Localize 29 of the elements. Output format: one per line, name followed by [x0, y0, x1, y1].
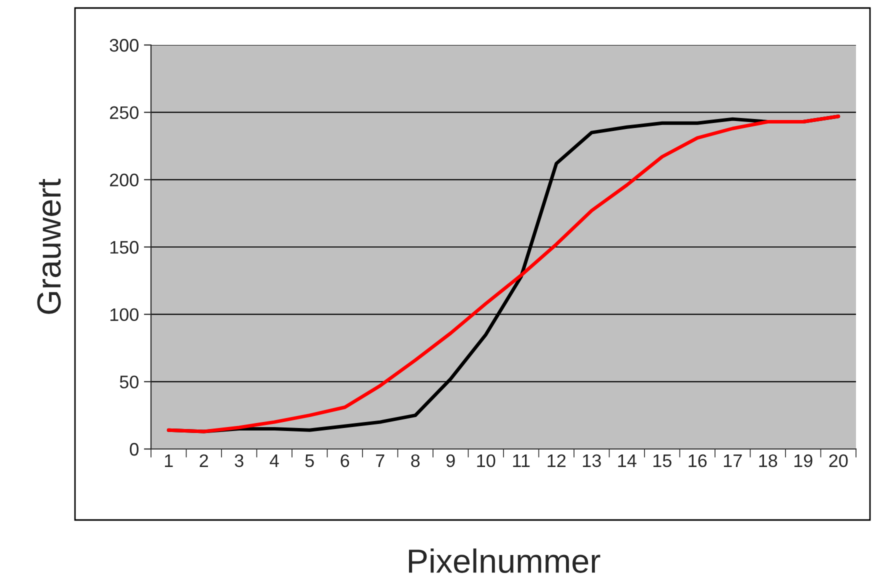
x-tick-label: 17 — [724, 454, 742, 467]
x-tick-label: 12 — [548, 454, 566, 467]
x-tick-label: 19 — [794, 454, 812, 468]
x-tick-label: 20 — [829, 454, 848, 468]
x-tick-label: 7 — [376, 454, 384, 467]
x-tick-label: 18 — [759, 454, 778, 468]
y-tick-label: 50 — [120, 376, 138, 388]
x-tick-label: 1 — [164, 454, 173, 467]
x-tick-label: 11 — [513, 454, 530, 467]
x-tick-label: 3 — [234, 454, 244, 468]
x-tick-label: 13 — [582, 454, 601, 468]
y-tick-label: 200 — [110, 174, 138, 186]
y-tick-label: 150 — [110, 240, 138, 254]
x-tick-label: 2 — [200, 454, 208, 467]
x-tick-label: 14 — [618, 454, 636, 467]
y-tick-label: 300 — [110, 38, 138, 52]
x-axis-title: Pixelnummer — [408, 548, 600, 573]
y-axis-title: Grauwert — [37, 178, 61, 314]
y-tick-label: 250 — [110, 106, 138, 120]
x-tick-label: 16 — [688, 454, 707, 468]
y-tick-label: 0 — [130, 442, 138, 456]
x-tick-label: 5 — [305, 454, 314, 468]
x-tick-label: 9 — [446, 454, 455, 468]
x-tick-label: 4 — [270, 454, 279, 467]
x-tick-label: 6 — [340, 454, 350, 468]
x-tick-label: 10 — [477, 454, 496, 468]
x-tick-label: 8 — [411, 454, 420, 468]
y-tick-label: 100 — [110, 308, 138, 322]
x-tick-label: 15 — [653, 454, 672, 468]
